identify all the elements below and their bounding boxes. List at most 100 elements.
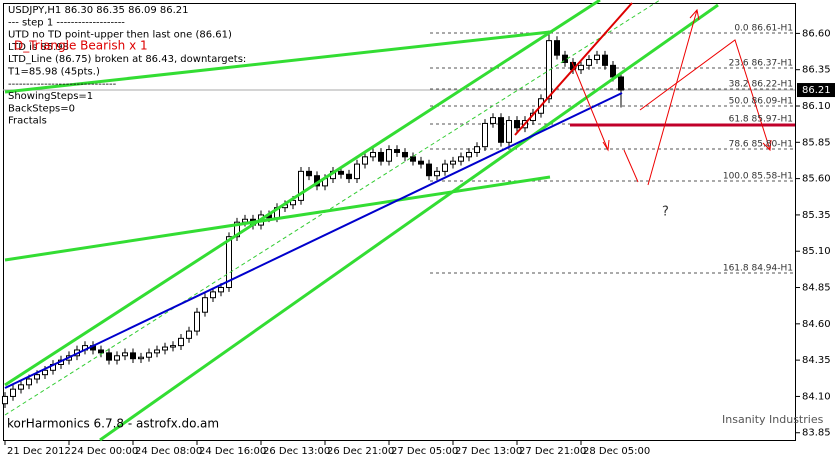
- candle-body: [514, 120, 520, 129]
- candle-body: [34, 374, 40, 380]
- candle-body: [170, 345, 176, 348]
- x-tick-label: 27 Dec 21:00: [519, 446, 586, 457]
- footer: korHarmonics 6.7.8 - astrofx.do.am: [7, 417, 219, 431]
- candle-body: [402, 151, 408, 158]
- candle-body: [474, 146, 480, 153]
- y-tick-label: 86.35: [802, 65, 831, 76]
- candle-body: [410, 156, 416, 162]
- candle-body: [42, 369, 48, 376]
- y-tick-label: 86.10: [802, 101, 831, 112]
- candle-body: [154, 349, 160, 354]
- y-tick-label: 84.35: [802, 355, 831, 366]
- candle-body: [98, 349, 104, 354]
- trend-line: [4, 30, 551, 94]
- fib-label: 38.2 86.22-H1: [729, 80, 793, 90]
- header-line: BackSteps=0: [8, 103, 75, 114]
- y-tick-label: 85.85: [802, 137, 831, 148]
- red-arrow: [647, 9, 698, 186]
- candle-body: [2, 395, 8, 405]
- fib-label: 78.6 85.80-H1: [729, 140, 793, 150]
- red-arrow: [623, 149, 639, 183]
- candle-body: [426, 163, 432, 177]
- arrow-head: [762, 139, 772, 152]
- y-tick-label: 86.60: [802, 28, 831, 39]
- y-tick-label: 85.60: [802, 174, 831, 185]
- candle-body: [346, 173, 352, 180]
- header-line: LTD_Line (86.75) broken at 86.43, downta…: [8, 54, 246, 65]
- candle-body: [114, 355, 120, 361]
- x-tick-label: 27 Dec 05:00: [391, 446, 458, 457]
- candle-body: [618, 76, 624, 91]
- candle-body: [466, 151, 472, 158]
- red-line: [514, 2, 633, 136]
- header-line: ShowingSteps=1: [8, 91, 93, 102]
- header-line: ------------------------------: [8, 79, 117, 90]
- candle-body: [442, 163, 448, 172]
- fib-label: 61.8 85.97-H1: [729, 115, 793, 125]
- candle-body: [370, 151, 376, 158]
- channel-lower: [99, 3, 719, 442]
- y-tick-label: 84.85: [802, 283, 831, 294]
- channel-mid: [4, 0, 661, 416]
- y-tick-label: 84.10: [802, 391, 831, 402]
- candle-body: [610, 64, 616, 78]
- candle-body: [130, 352, 136, 360]
- fib-label: 0.0 86.61-H1: [734, 24, 793, 34]
- candle-body: [146, 352, 152, 358]
- channel-upper: [4, 0, 601, 387]
- x-tick-label: 24 Dec 08:00: [135, 446, 202, 457]
- header-line: --- step 1 -------------------: [8, 17, 125, 28]
- y-tick-label: 85.35: [802, 210, 831, 221]
- candle-body: [202, 297, 208, 313]
- candle-body: [306, 170, 312, 177]
- x-tick-label: 24 Dec 00:00: [71, 446, 138, 457]
- x-tick-label: 21 Dec 2012: [7, 446, 71, 457]
- candle-body: [122, 352, 128, 357]
- candle-body: [362, 156, 368, 165]
- last-price-label: 86.21: [802, 85, 831, 96]
- question-mark: ?: [662, 205, 669, 220]
- header-line: Fractals: [8, 116, 47, 127]
- candle-body: [394, 149, 400, 153]
- candle-body: [226, 236, 232, 289]
- candle-body: [546, 40, 552, 100]
- candle-body: [602, 54, 608, 66]
- fib-label: 161.8 84.94-H1: [723, 264, 793, 274]
- blue-trend-line: [4, 92, 623, 389]
- red-arrow: [571, 61, 609, 151]
- x-tick-label: 26 Dec 13:00: [263, 446, 330, 457]
- candle-body: [506, 120, 512, 143]
- candle-body: [554, 40, 560, 56]
- header-line: LTD is 85.98: [8, 42, 69, 53]
- candle-body: [418, 160, 424, 165]
- red-arrow: [639, 39, 771, 151]
- arrow-head: [689, 8, 700, 21]
- candle-body: [378, 151, 384, 162]
- candle-body: [138, 356, 144, 360]
- candle-body: [298, 170, 304, 201]
- annotations: USDJPY,H1 86.30 86.35 86.09 86.21--- ste…: [7, 5, 824, 431]
- candle-body: [586, 59, 592, 66]
- candle-body: [162, 346, 168, 351]
- candle-body: [194, 311, 200, 332]
- candle-body: [490, 117, 496, 124]
- header-line: T1=85.98 (45pts.): [7, 67, 100, 78]
- candle-body: [218, 287, 224, 293]
- header-line: USDJPY,H1 86.30 86.35 86.09 86.21: [8, 5, 189, 16]
- last-price-box: [797, 83, 835, 98]
- plot-frame: [3, 3, 796, 441]
- header-line: UTD no TD point-upper then last one (86.…: [8, 30, 232, 41]
- candle-body: [10, 388, 16, 397]
- candle-body: [482, 122, 488, 148]
- candle-body: [386, 149, 392, 162]
- candle-body: [434, 170, 440, 177]
- candle-body: [594, 54, 600, 61]
- pattern-label: D_Triangle Bearish x 1: [14, 39, 148, 53]
- candle-body: [354, 163, 360, 180]
- candle-body: [498, 117, 504, 143]
- y-tick-label: 83.85: [802, 428, 831, 439]
- y-tick-label: 84.60: [802, 319, 831, 330]
- candle-body: [178, 337, 184, 347]
